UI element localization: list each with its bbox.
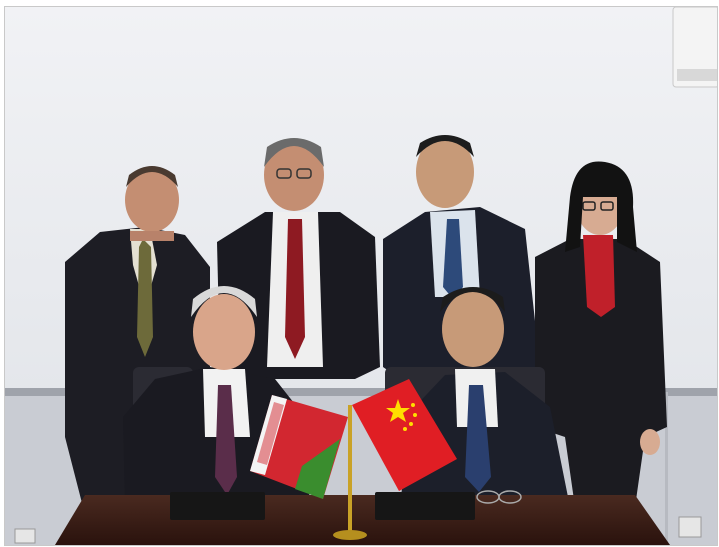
document-folder-left (170, 492, 265, 520)
flag-stand (333, 405, 367, 540)
belarus-flag (250, 395, 348, 499)
air-conditioner (672, 7, 717, 88)
seated-person-1 (123, 286, 310, 507)
wall-rail (5, 388, 717, 396)
china-flag-big-star (386, 399, 410, 422)
group-photo (4, 6, 718, 546)
document-folder-right (375, 492, 475, 520)
eyeglasses-on-table (476, 490, 522, 504)
standing-person-4 (535, 161, 667, 507)
china-flag (352, 379, 457, 491)
wall-outlet-left (14, 528, 36, 544)
wall-outlet-right (678, 516, 702, 538)
standing-person-2 (217, 138, 380, 379)
seated-person-2 (400, 287, 570, 507)
wall-seam (665, 392, 668, 545)
